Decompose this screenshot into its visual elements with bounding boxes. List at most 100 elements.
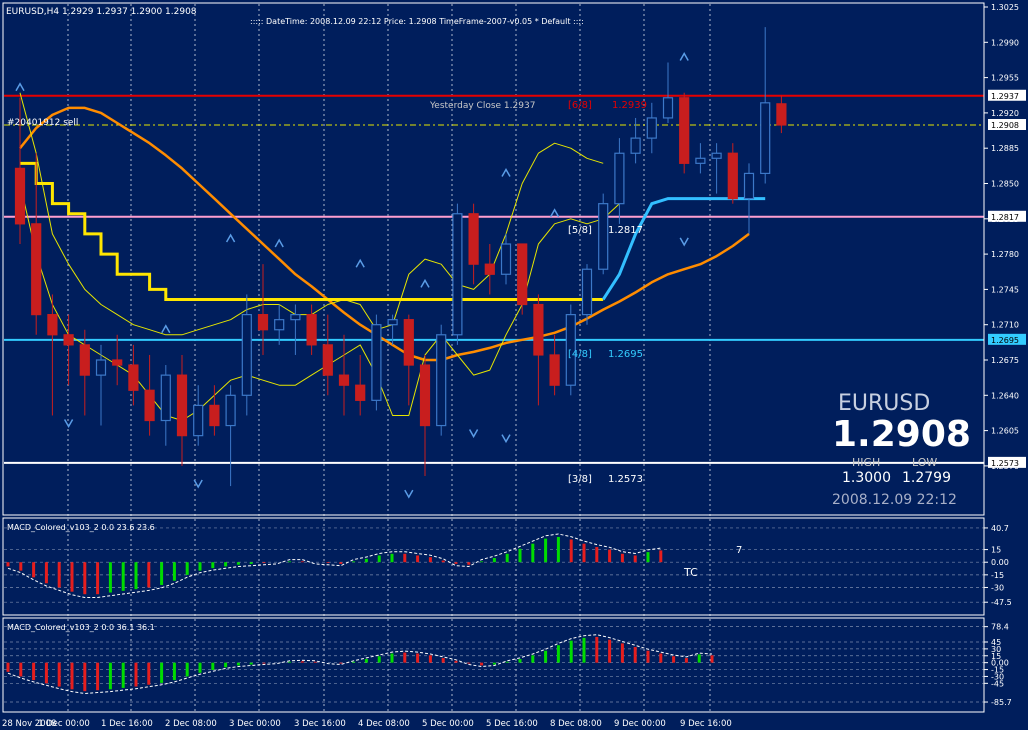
fractal-up-arrow — [679, 51, 689, 61]
macd-tick-label: 45 — [991, 638, 1001, 647]
candle-body — [209, 404, 220, 427]
macd-tick-label: 78.4 — [991, 623, 1009, 632]
candle-body — [598, 203, 609, 270]
x-tick-label: 1 Dec 16:00 — [101, 719, 153, 729]
candle-body — [112, 359, 123, 366]
candle-body — [711, 152, 722, 159]
macd1-panel-frame — [2, 517, 985, 616]
fractal-down-arrow — [501, 434, 511, 444]
candle-body — [176, 374, 188, 437]
candle-body — [193, 404, 204, 437]
fractal-up-arrow — [420, 278, 430, 288]
macd-tick-label: -30 — [991, 672, 1004, 681]
y-tick-label: 1.2710 — [991, 321, 1019, 330]
price-label-text: 1.2573 — [991, 459, 1019, 468]
candle-body — [241, 314, 252, 396]
macd2-panel-frame — [2, 617, 985, 713]
orange-moving-average — [19, 106, 750, 362]
indicator-layer — [19, 92, 766, 421]
macd-signal-line — [7, 533, 661, 598]
macd-tick-label: -85.7 — [991, 698, 1012, 707]
candle-body — [160, 374, 171, 422]
candle-body — [662, 97, 674, 119]
fractal-down-arrow — [63, 419, 74, 428]
macd-tick-label: -47.5 — [991, 598, 1012, 607]
candle-body — [128, 364, 139, 391]
panel-low-value: 1.2799 — [902, 470, 951, 486]
candle-body — [630, 137, 641, 154]
fractal-up-arrow — [501, 167, 511, 177]
panel-low-label: LOW — [912, 456, 937, 469]
macd1-tc-label: TC — [683, 566, 698, 579]
fractal-up-arrow — [355, 258, 365, 268]
panel-symbol: EURUSD — [838, 391, 930, 416]
candle-body — [452, 213, 463, 336]
price-label-text: 1.2908 — [991, 121, 1019, 130]
price-label-box — [988, 119, 1026, 131]
y-tick-label: 1.2780 — [991, 250, 1019, 259]
candle-body — [533, 303, 544, 356]
macd-tick-label: 15 — [991, 546, 1001, 555]
x-tick-label: 8 Dec 08:00 — [550, 719, 602, 729]
macd-tick-label: -15 — [991, 666, 1004, 675]
x-tick-label: 3 Dec 00:00 — [229, 719, 281, 729]
candle-body — [79, 344, 90, 376]
candle-body — [31, 223, 42, 316]
murrey-4-8-value: 1.2695 — [608, 349, 643, 360]
panel-datetime: 2008.12.09 22:12 — [832, 492, 957, 508]
fractal-down-arrow — [404, 489, 414, 499]
candle-body — [225, 394, 236, 427]
candle-body — [338, 374, 350, 386]
y-tick-label: 1.2990 — [991, 38, 1019, 47]
murrey-5-8-value: 1.2817 — [608, 225, 643, 236]
macd-tick-label: 0.00 — [991, 558, 1009, 567]
fractal-up-arrow — [225, 233, 236, 243]
candle-body — [517, 243, 528, 306]
info-header: ::::: DateTime: 2008.12.09 22:12 Price: … — [250, 17, 584, 26]
candle-body — [727, 152, 738, 200]
macd-tick-label: 30 — [991, 645, 1001, 654]
main-panel-frame — [2, 2, 985, 516]
y-tick-label: 1.2920 — [991, 109, 1019, 118]
macd-tick-label: -45 — [991, 679, 1004, 688]
candle-body — [484, 263, 495, 275]
candle-body — [760, 102, 771, 175]
y-tick-label: 1.2675 — [991, 356, 1019, 365]
fractal-up-arrow — [274, 238, 284, 248]
macd-tick-label: 15 — [991, 652, 1001, 661]
y-tick-label: 1.2605 — [991, 427, 1019, 436]
murrey-3-8-value: 1.2573 — [608, 474, 643, 485]
murrey-6-8-value: 1.2939 — [612, 100, 647, 111]
y-tick-label: 1.2745 — [991, 285, 1019, 294]
murrey-4-8-label: [4/8] — [568, 349, 592, 360]
candle-body — [274, 319, 285, 331]
murrey-5-8-label: [5/8] — [568, 225, 592, 236]
y-tick-label: 1.2850 — [991, 180, 1019, 189]
macd-tick-label: 40.7 — [991, 524, 1009, 533]
price-label-box — [988, 456, 1026, 468]
candle-body — [581, 268, 593, 316]
fractal-up-arrow — [549, 208, 560, 218]
candle-body — [387, 319, 398, 326]
symbol-header: EURUSD,H4 1.2929 1.2937 1.2900 1.2908 — [6, 7, 197, 17]
candle-body — [403, 319, 414, 366]
murrey-3-8-label: [3/8] — [568, 474, 592, 485]
y-tick-label: 1.2955 — [991, 74, 1019, 83]
x-tick-label: 9 Dec 00:00 — [614, 719, 666, 729]
thin-band-lower — [19, 183, 620, 421]
price-label-box — [988, 333, 1026, 345]
macd-tick-label: 0.00 — [991, 659, 1009, 668]
macd2-title: MACD_Colored_v103_2 0.0 36.1 36.1 — [7, 623, 155, 632]
candle-body — [419, 364, 431, 427]
fractal-up-arrow — [15, 82, 25, 92]
fractal-down-arrow — [193, 479, 203, 489]
y-tick-label: 1.2885 — [991, 144, 1019, 153]
price-label-box — [988, 210, 1026, 222]
y-tick-label: 1.2640 — [991, 391, 1019, 400]
candle-body — [355, 384, 366, 401]
price-label-text: 1.2695 — [991, 336, 1019, 345]
candle-body — [565, 314, 576, 386]
